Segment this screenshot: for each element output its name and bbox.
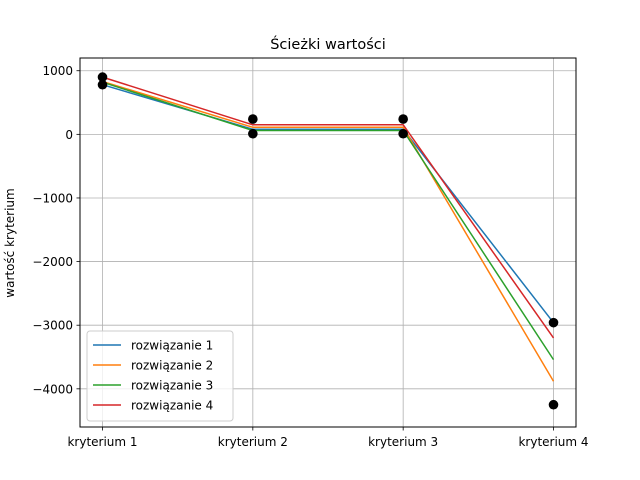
series-line-2 [102,80,555,382]
bound-point [398,114,408,124]
x-tick-label: kryterium 4 [518,435,588,449]
bound-point [548,317,559,328]
y-tick-label: −3000 [32,319,73,333]
legend: rozwiązanie 1 rozwiązanie 2 rozwiązanie 3 r… [86,330,234,422]
bound-point [248,114,258,124]
y-tick-label: 1000 [42,64,73,78]
y-tick-label: −4000 [32,382,73,396]
y-tick-label: −1000 [32,191,73,205]
bound-point [97,72,108,82]
y-axis-ticks: 1000 0 −1000 −2000 −3000 −4000 [32,64,80,396]
y-axis-label: wartość kryterium [3,188,17,297]
bound-point [398,128,408,139]
legend-label: rozwiązanie 2 [131,359,213,373]
x-tick-label: kryterium 1 [67,435,137,449]
y-tick-label: −2000 [32,255,73,269]
legend-box [86,330,234,422]
x-axis-ticks: kryterium 1 kryterium 2 kryterium 3 kryteri… [67,427,589,449]
bound-point [248,128,258,139]
legend-label: rozwiązanie 1 [131,339,213,353]
x-tick-label: kryterium 3 [368,435,438,449]
y-tick-label: 0 [65,128,73,142]
series-lines [102,76,555,382]
series-line-4 [102,76,555,339]
bound-point [97,79,108,90]
legend-label: rozwiązanie 4 [131,399,213,413]
bound-points [97,72,559,410]
bound-point [548,399,559,410]
x-tick-label: kryterium 2 [218,435,288,449]
legend-label: rozwiązanie 3 [131,379,213,393]
chart-title: Ścieżki wartości [270,35,386,53]
series-line-3 [102,81,555,361]
plot-frame [79,57,577,428]
